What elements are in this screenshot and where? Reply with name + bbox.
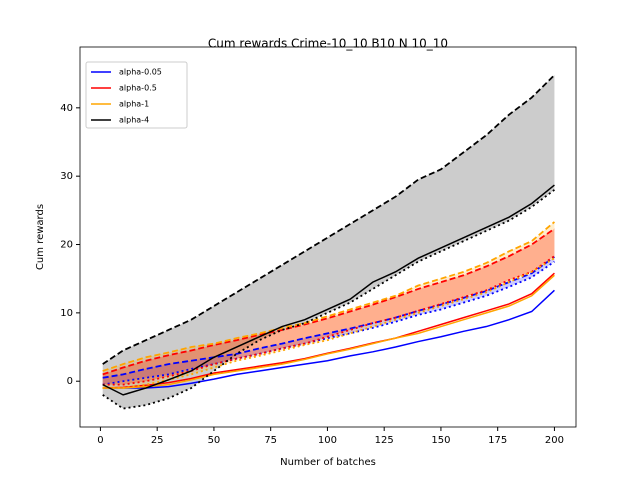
bound-line <box>102 256 555 379</box>
y-tick-label: 0 <box>67 376 73 387</box>
legend-label: alpha-1 <box>119 100 149 109</box>
x-tick-label: 200 <box>545 435 564 446</box>
band <box>102 221 555 389</box>
legend-label: alpha-0.05 <box>119 68 162 77</box>
x-tick-label: 25 <box>151 435 164 446</box>
bound-line <box>102 221 556 372</box>
x-tick-label: 100 <box>318 435 337 446</box>
x-tick-label: 0 <box>97 435 103 446</box>
series-line <box>102 184 555 396</box>
x-axis-label: Number of batches <box>280 457 376 468</box>
bound-line <box>102 257 555 389</box>
band <box>102 75 555 409</box>
y-axis-label: Cum rewards <box>35 204 46 270</box>
legend-box <box>85 61 188 129</box>
x-tick-label: 150 <box>431 435 450 446</box>
y-tick-label: 40 <box>60 103 73 114</box>
plot-frame <box>79 46 577 428</box>
legend-label: alpha-0.5 <box>119 84 157 93</box>
bound-line <box>102 260 555 386</box>
bound-line <box>102 228 555 376</box>
x-tick-label: 125 <box>375 435 394 446</box>
band <box>102 256 555 385</box>
series-line <box>102 274 555 389</box>
series-line <box>102 289 555 389</box>
y-tick-label: 30 <box>60 171 73 182</box>
legend-label: alpha-4 <box>119 116 149 125</box>
x-tick-label: 75 <box>264 435 277 446</box>
bound-line <box>102 74 556 365</box>
y-tick-label: 20 <box>60 240 73 251</box>
chart-title: Cum rewards Crime-10_10 B10 N 10_10 <box>208 37 448 51</box>
legend: alpha-0.05 alpha-0.5 alpha-1 alpha-4 <box>85 61 188 129</box>
x-tick-label: 175 <box>488 435 507 446</box>
bound-line <box>102 255 555 386</box>
y-tick-label: 10 <box>60 308 73 319</box>
band <box>102 228 555 385</box>
x-tick-label: 50 <box>208 435 221 446</box>
